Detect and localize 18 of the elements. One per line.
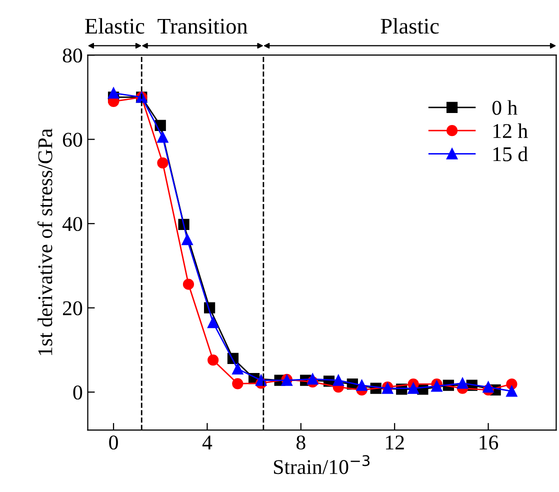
y-tick-label: 60	[62, 132, 82, 147]
x-tick-label: 12	[386, 436, 404, 450]
legend-label: 15 d	[493, 146, 528, 162]
x-tick-label: 16	[480, 436, 498, 450]
y-tick-label: 0	[73, 385, 82, 400]
text: Plastic	[380, 18, 439, 34]
text: Elastic	[85, 18, 144, 34]
y-tick-label: 40	[62, 216, 82, 232]
x-tick-label: 4	[202, 436, 212, 450]
x-tick-label: 8	[296, 435, 306, 450]
x-tick-label: 0	[109, 435, 118, 450]
text: Transition	[158, 18, 248, 34]
legend-label: 0 h	[492, 100, 518, 115]
x-axis-title: Strain/10$^{−3}$	[274, 455, 370, 474]
legend-label: 12 h	[493, 123, 528, 138]
y-tick-label: 20	[62, 301, 82, 316]
y-axis-title: 1st derivative of stress/GPa	[37, 128, 52, 355]
y-tick-label: 80	[62, 48, 82, 63]
